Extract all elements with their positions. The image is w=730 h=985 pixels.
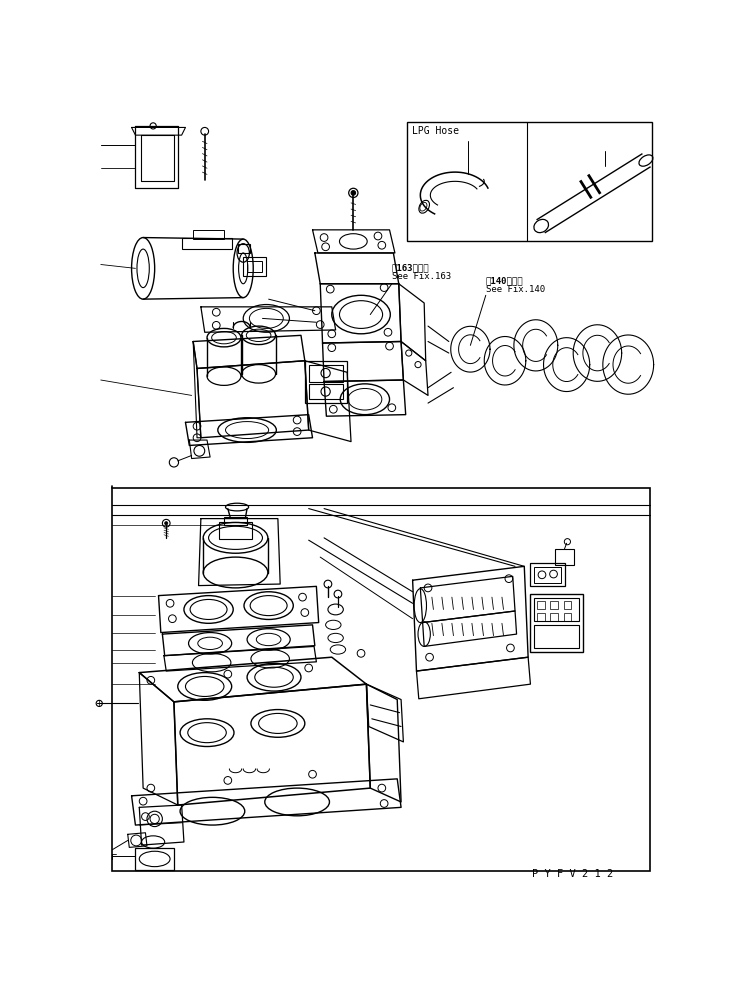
Text: 第140図参照: 第140図参照 xyxy=(485,276,523,285)
Bar xyxy=(136,848,174,870)
Circle shape xyxy=(165,522,168,525)
Bar xyxy=(407,122,652,241)
Bar xyxy=(531,594,583,652)
Text: 第163図参照: 第163図参照 xyxy=(392,263,429,272)
Bar xyxy=(534,624,579,648)
Bar xyxy=(555,550,575,564)
Bar xyxy=(193,230,224,239)
Bar xyxy=(531,563,565,586)
Bar xyxy=(224,517,247,525)
Bar xyxy=(247,261,263,272)
Bar xyxy=(309,364,343,381)
Text: See Fix.163: See Fix.163 xyxy=(392,272,451,281)
Bar xyxy=(534,598,579,621)
Bar xyxy=(238,243,250,253)
Bar xyxy=(534,567,561,582)
Bar xyxy=(550,614,558,621)
Circle shape xyxy=(351,190,356,195)
Text: P Y F V 2 1 2: P Y F V 2 1 2 xyxy=(532,869,613,879)
Bar xyxy=(550,601,558,609)
Bar xyxy=(537,614,545,621)
Bar xyxy=(305,361,347,403)
Text: See Fix.140: See Fix.140 xyxy=(485,286,545,295)
Bar xyxy=(112,488,650,872)
Bar xyxy=(537,601,545,609)
Bar xyxy=(182,237,231,249)
Text: LPG Hose: LPG Hose xyxy=(412,126,459,136)
Bar xyxy=(243,257,266,276)
Bar xyxy=(564,601,572,609)
Bar xyxy=(309,384,343,399)
Bar xyxy=(218,522,253,540)
Bar xyxy=(564,614,572,621)
